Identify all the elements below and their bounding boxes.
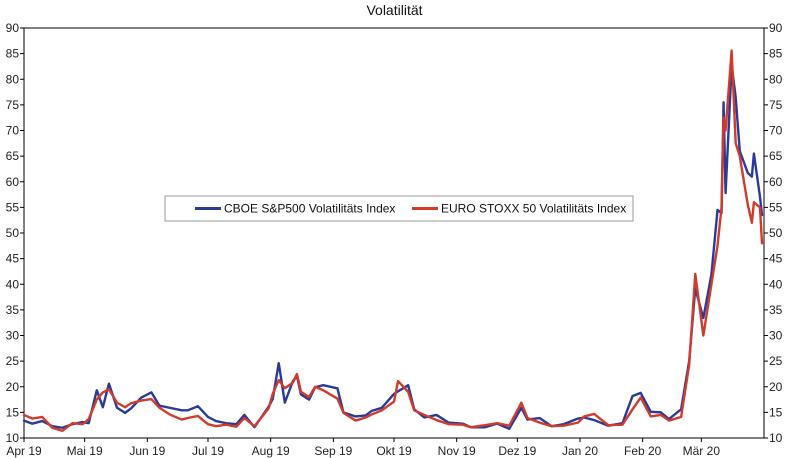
y-tick-label-right: 15 (769, 405, 783, 419)
chart-title: Volatilität (366, 2, 422, 18)
y-tick-label-right: 40 (769, 277, 783, 291)
y-tick-label-right: 60 (769, 175, 783, 189)
x-tick-label: Mär 20 (683, 444, 721, 458)
y-tick-label-right: 70 (769, 124, 783, 138)
y-tick-label-right: 65 (769, 149, 783, 163)
legend-label-cboe: CBOE S&P500 Volatilitäts Index (224, 202, 395, 216)
y-tick-label-right: 85 (769, 47, 783, 61)
y-tick-label-left: 70 (6, 124, 20, 138)
y-tick-label-right: 55 (769, 200, 783, 214)
y-tick-label-right: 10 (769, 431, 783, 445)
plot-frame (23, 27, 765, 439)
plot-area: 10 10 15 15 20 20 25 25 30 30 35 35 40 40 45 45 50 50 55 55… (6, 21, 783, 458)
y-tick-label-left: 15 (6, 405, 20, 419)
x-tick-label: Mai 19 (67, 444, 103, 458)
legend-box (164, 195, 634, 222)
x-tick-label: Jan 20 (562, 444, 598, 458)
x-tick-label: Jul 19 (192, 444, 224, 458)
y-tick-label-right: 50 (769, 226, 783, 240)
series-line-cboe-vix (22, 64, 764, 430)
y-tick-label-left: 45 (6, 252, 20, 266)
y-tick-label-right: 45 (769, 252, 783, 266)
series-layer (22, 49, 764, 433)
y-tick-label-left: 20 (6, 380, 20, 394)
y-tick-label-left: 65 (6, 149, 20, 163)
y-tick-label-left: 40 (6, 277, 20, 291)
y-tick-label-right: 80 (769, 72, 783, 86)
series-line-euro-stoxx-vstoxx (22, 49, 764, 433)
y-tick-label-left: 55 (6, 200, 20, 214)
y-tick-label-left: 75 (6, 98, 20, 112)
y-tick-label-right: 75 (769, 98, 783, 112)
y-tick-label-left: 60 (6, 175, 20, 189)
y-tick-label-right: 35 (769, 303, 783, 317)
y-tick-label-left: 25 (6, 354, 20, 368)
y-tick-label-left: 50 (6, 226, 20, 240)
x-tick-label: Dez 19 (498, 444, 536, 458)
x-tick-label: Feb 20 (624, 444, 662, 458)
x-tick-label: Okt 19 (376, 444, 412, 458)
y-tick-label-right: 25 (769, 354, 783, 368)
x-tick-label: Apr 19 (6, 444, 42, 458)
y-tick-label-left: 35 (6, 303, 20, 317)
y-tick-label-left: 10 (6, 431, 20, 445)
x-tick-label: Sep 19 (314, 444, 352, 458)
x-tick-label: Jun 19 (129, 444, 165, 458)
y-tick-label-right: 90 (769, 21, 783, 35)
y-tick-label-left: 80 (6, 72, 20, 86)
y-tick-label-left: 90 (6, 21, 20, 35)
y-tick-label-right: 30 (769, 329, 783, 343)
x-tick-label: Nov 19 (438, 444, 476, 458)
x-tick-label: Aug 19 (252, 444, 290, 458)
legend: CBOE S&P500 Volatilitäts Index EURO STOX… (164, 195, 634, 222)
legend-label-eurostoxx: EURO STOXX 50 Volatilitäts Index (441, 202, 626, 216)
y-tick-label-right: 20 (769, 380, 783, 394)
y-tick-label-left: 30 (6, 329, 20, 343)
y-tick-label-left: 85 (6, 47, 20, 61)
